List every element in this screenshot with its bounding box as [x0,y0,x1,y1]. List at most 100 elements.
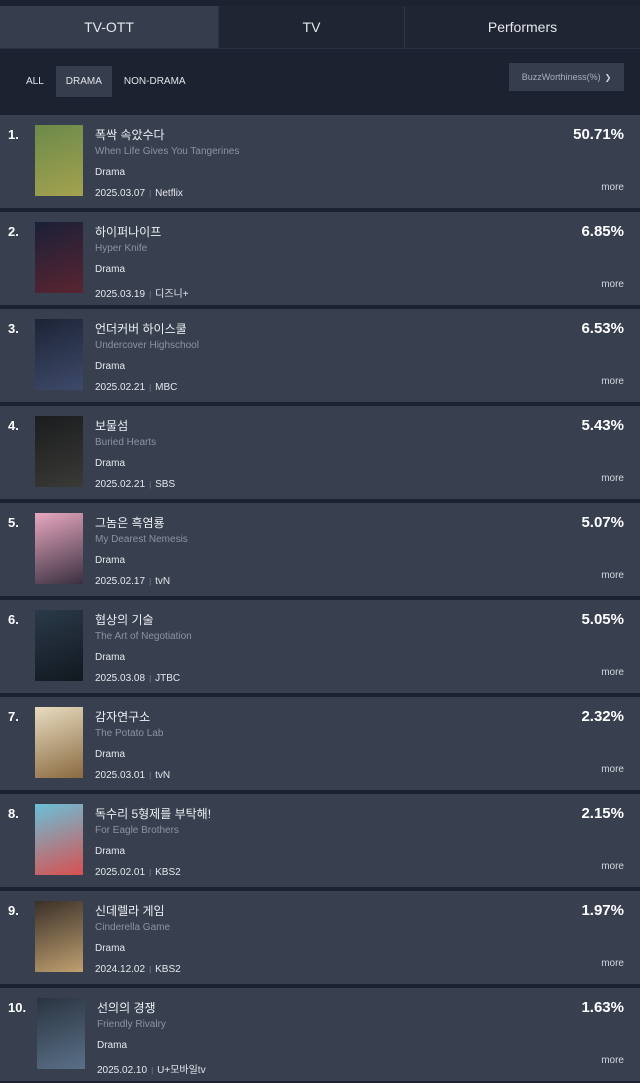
channel: KBS2 [155,964,181,975]
title-english: The Art of Negotiation [95,631,192,642]
sort-label: BuzzWorthiness(%) [521,72,601,82]
filter-bar: ALL DRAMA NON-DRAMA BuzzWorthiness(%) ❯ [0,49,640,113]
buzz-percentage: 1.63% [581,999,624,1016]
rank-number: 4. [8,418,19,433]
list-item[interactable]: 2. 하이퍼나이프 Hyper Knife Drama 2025.03.19 | 디… [0,212,640,305]
channel: tvN [155,576,171,587]
divider: | [149,383,152,392]
list-item[interactable]: 9. 신데렐라 게임 Cinderella Game Drama 2024.12… [0,891,640,984]
channel: tvN [155,770,171,781]
more-link[interactable]: more [601,570,624,581]
list-item[interactable]: 8. 독수리 5형제를 부탁해! For Eagle Brothers Dram… [0,794,640,887]
buzz-percentage: 5.05% [581,611,624,628]
divider: | [149,290,152,299]
title-korean[interactable]: 협상의 기술 [95,613,154,627]
divider: | [151,1066,154,1075]
filter-drama[interactable]: DRAMA [55,65,112,97]
title-english: The Potato Lab [95,728,164,739]
divider: | [149,577,152,586]
channel: Netflix [155,188,183,199]
more-link[interactable]: more [601,182,624,193]
buzz-percentage: 2.32% [581,708,624,725]
more-link[interactable]: more [601,1055,624,1066]
more-link[interactable]: more [601,861,624,872]
sort-dropdown[interactable]: BuzzWorthiness(%) ❯ [509,63,624,91]
poster-image[interactable] [35,901,83,972]
title-english: For Eagle Brothers [95,825,179,836]
more-link[interactable]: more [601,376,624,387]
list-item[interactable]: 6. 협상의 기술 The Art of Negotiation Drama 2… [0,600,640,693]
title-korean[interactable]: 언더커버 하이스쿨 [95,322,187,336]
rank-number: 3. [8,321,19,336]
title-english: Hyper Knife [95,243,148,254]
list-item[interactable]: 5. 그놈은 흑염룡 My Dearest Nemesis Drama 2025… [0,503,640,596]
tab-tv-ott[interactable]: TV-OTT [0,6,218,48]
channel: SBS [155,479,176,490]
category-tabs: TV-OTT TV Performers [0,6,640,49]
divider: | [149,868,152,877]
title-korean[interactable]: 감자연구소 [95,710,151,724]
list-item[interactable]: 10. 선의의 경쟁 Friendly Rivalry Drama 2025.0… [0,988,640,1081]
more-link[interactable]: more [601,764,624,775]
list-item[interactable]: 3. 언더커버 하이스쿨 Undercover Highschool Drama… [0,309,640,402]
title-korean[interactable]: 독수리 5형제를 부탁해! [95,807,212,821]
genre: Drama [95,167,126,178]
list-item[interactable]: 4. 보물섬 Buried Hearts Drama 2025.02.21 | SB… [0,406,640,499]
genre: Drama [95,943,126,954]
genre: Drama [95,652,126,663]
poster-image[interactable] [37,998,85,1069]
buzz-percentage: 5.43% [581,417,624,434]
rank-number: 8. [8,806,19,821]
poster-image[interactable] [35,416,83,487]
filter-all[interactable]: ALL [26,75,44,87]
more-link[interactable]: more [601,667,624,678]
poster-image[interactable] [35,222,83,293]
more-link[interactable]: more [601,958,624,969]
genre: Drama [95,361,126,372]
rank-number: 2. [8,224,19,239]
title-english: My Dearest Nemesis [95,534,188,545]
title-korean[interactable]: 선의의 경쟁 [97,1001,156,1015]
buzz-percentage: 1.97% [581,902,624,919]
filter-non-drama[interactable]: NON-DRAMA [123,75,186,87]
list-item[interactable]: 1. 폭싹 속았수다 When Life Gives You Tangerine… [0,115,640,208]
title-korean[interactable]: 보물섬 [95,419,129,433]
poster-image[interactable] [35,804,83,875]
title-korean[interactable]: 폭싹 속았수다 [95,128,165,142]
title-english: Buried Hearts [95,437,157,448]
buzz-percentage: 5.07% [581,514,624,531]
poster-image[interactable] [35,319,83,390]
genre: Drama [95,846,126,857]
divider: | [149,480,152,489]
title-english: Cinderella Game [95,922,171,933]
poster-image[interactable] [35,125,83,196]
list-item[interactable]: 7. 감자연구소 The Potato Lab Drama 2025.03.01… [0,697,640,790]
rank-number: 9. [8,903,19,918]
air-date: 2025.02.21 [95,479,146,490]
ranking-list: 1. 폭싹 속았수다 When Life Gives You Tangerine… [0,115,640,1081]
tab-performers[interactable]: Performers [404,6,640,48]
air-date: 2025.02.17 [95,576,146,587]
air-date: 2025.02.01 [95,867,146,878]
title-korean[interactable]: 하이퍼나이프 [95,225,162,239]
tab-tv[interactable]: TV [218,6,404,48]
more-link[interactable]: more [601,473,624,484]
buzz-percentage: 6.53% [581,320,624,337]
poster-image[interactable] [35,610,83,681]
title-korean[interactable]: 신데렐라 게임 [95,904,165,918]
air-date: 2025.02.10 [97,1065,148,1076]
rank-number: 6. [8,612,19,627]
air-date: 2025.03.19 [95,289,146,300]
more-link[interactable]: more [601,279,624,290]
air-date: 2025.03.07 [95,188,146,199]
poster-image[interactable] [35,707,83,778]
channel: KBS2 [155,867,181,878]
divider: | [149,189,152,198]
channel: U+모바일tv [157,1065,206,1076]
title-korean[interactable]: 그놈은 흑염룡 [95,516,165,530]
title-english: Undercover Highschool [95,340,199,351]
rank-number: 1. [8,127,19,142]
genre: Drama [95,458,126,469]
divider: | [149,965,152,974]
poster-image[interactable] [35,513,83,584]
